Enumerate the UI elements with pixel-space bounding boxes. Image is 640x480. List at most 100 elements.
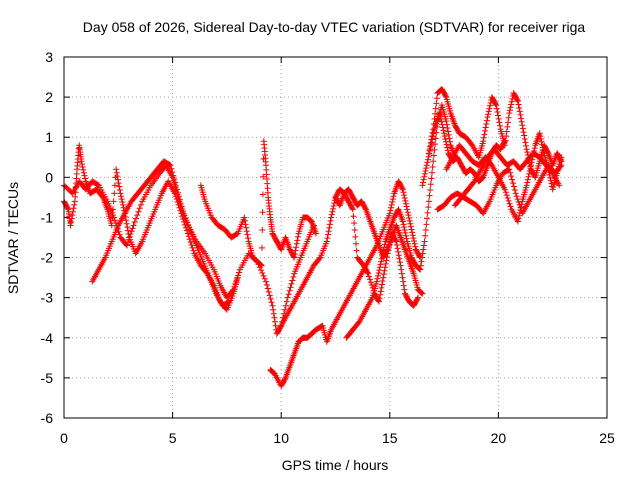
data-point (173, 182, 180, 189)
data-point (353, 247, 360, 254)
data-point (496, 122, 503, 129)
data-point (521, 135, 528, 142)
data-point (376, 264, 383, 271)
data-point (382, 264, 389, 271)
data-point (64, 205, 71, 212)
y-tick-label: -6 (41, 410, 54, 426)
data-point (444, 144, 451, 151)
data-point (395, 248, 402, 255)
data-point (523, 142, 530, 149)
data-point (178, 210, 185, 217)
data-point (258, 267, 265, 274)
data-point (518, 118, 525, 125)
data-point (389, 198, 396, 205)
data-point (408, 226, 415, 233)
data-point (519, 125, 526, 132)
data-point (507, 169, 514, 176)
data-point (423, 221, 430, 228)
data-point (420, 242, 427, 249)
data-point (243, 228, 250, 235)
y-tick-label: -1 (41, 209, 54, 225)
data-point (481, 131, 488, 138)
data-point (188, 241, 195, 248)
data-point (418, 258, 425, 265)
data-point (82, 175, 89, 182)
data-point (173, 196, 180, 203)
data-point (421, 173, 428, 180)
data-point (414, 295, 421, 302)
data-point (483, 117, 490, 124)
data-point (130, 222, 137, 229)
data-point (124, 227, 131, 234)
data-point (527, 162, 534, 169)
data-point (505, 119, 512, 126)
data-point (395, 252, 402, 259)
data-point (366, 276, 373, 283)
data-point (287, 284, 294, 291)
data-point (80, 166, 87, 173)
data-point (396, 255, 403, 262)
x-tick-label: 15 (382, 430, 398, 446)
data-point (289, 277, 296, 284)
data-point (394, 245, 401, 252)
data-point (404, 209, 411, 216)
data-point (368, 282, 375, 289)
data-point (167, 162, 174, 169)
data-point (407, 220, 414, 227)
data-point (531, 173, 538, 180)
data-point (514, 96, 521, 103)
data-point (406, 217, 413, 224)
data-point (493, 102, 500, 109)
data-point (444, 125, 451, 132)
data-point (168, 165, 175, 172)
data-point (316, 255, 323, 262)
data-point (236, 269, 243, 276)
data-point (401, 227, 408, 234)
chart-title: Day 058 of 2026, Sidereal Day-to-day VTE… (83, 19, 586, 35)
data-point (365, 270, 372, 277)
data-point (525, 173, 532, 180)
data-point (259, 209, 266, 216)
data-point (547, 174, 554, 181)
data-point (377, 261, 384, 268)
data-point (516, 201, 523, 208)
data-point (402, 229, 409, 236)
data-point (174, 189, 181, 196)
series-trace-9 (425, 86, 565, 181)
data-point (400, 282, 407, 289)
data-point (190, 247, 197, 254)
data-point (411, 240, 418, 247)
data-point (281, 376, 288, 383)
data-point (325, 231, 332, 238)
data-point (380, 271, 387, 278)
data-point (116, 186, 123, 193)
data-point (292, 247, 299, 254)
data-point (263, 282, 270, 289)
data-point (324, 235, 331, 242)
data-point (267, 295, 274, 302)
data-point (399, 185, 406, 192)
data-point (528, 159, 535, 166)
data-point (432, 110, 439, 117)
data-point (179, 213, 186, 220)
data-point (485, 108, 492, 115)
y-tick-label: 2 (45, 89, 53, 105)
data-point (436, 110, 443, 117)
data-point (425, 198, 432, 205)
data-point (412, 243, 419, 250)
data-point (420, 246, 427, 253)
data-point (508, 173, 515, 180)
data-point (69, 212, 76, 219)
data-point (522, 139, 529, 146)
data-point (118, 196, 125, 203)
data-point (480, 138, 487, 145)
data-point (536, 130, 543, 137)
data-point (502, 189, 509, 196)
data-point (330, 205, 337, 212)
data-point (508, 101, 515, 108)
data-point (69, 208, 76, 215)
data-point (503, 133, 510, 140)
data-point (180, 216, 187, 223)
data-point (508, 98, 515, 105)
data-point (418, 289, 425, 296)
